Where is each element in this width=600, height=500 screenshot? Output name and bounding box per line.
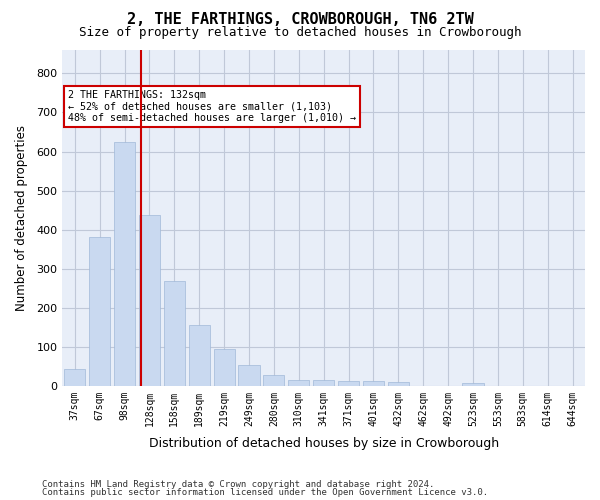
Bar xyxy=(89,236,110,386)
Bar xyxy=(114,142,135,386)
X-axis label: Distribution of detached houses by size in Crowborough: Distribution of detached houses by size … xyxy=(149,437,499,450)
Bar xyxy=(164,281,185,386)
Bar xyxy=(139,215,160,386)
Bar xyxy=(214,348,235,386)
Text: 2 THE FARTHINGS: 132sqm
← 52% of detached houses are smaller (1,103)
48% of semi: 2 THE FARTHINGS: 132sqm ← 52% of detache… xyxy=(68,90,356,124)
Bar xyxy=(363,382,384,386)
Text: Size of property relative to detached houses in Crowborough: Size of property relative to detached ho… xyxy=(79,26,521,39)
Bar xyxy=(238,366,260,386)
Y-axis label: Number of detached properties: Number of detached properties xyxy=(15,125,28,311)
Text: Contains public sector information licensed under the Open Government Licence v3: Contains public sector information licen… xyxy=(42,488,488,497)
Bar xyxy=(288,380,310,386)
Text: 2, THE FARTHINGS, CROWBOROUGH, TN6 2TW: 2, THE FARTHINGS, CROWBOROUGH, TN6 2TW xyxy=(127,12,473,28)
Bar xyxy=(188,326,210,386)
Bar xyxy=(313,380,334,386)
Bar xyxy=(64,368,85,386)
Bar xyxy=(388,382,409,386)
Text: Contains HM Land Registry data © Crown copyright and database right 2024.: Contains HM Land Registry data © Crown c… xyxy=(42,480,434,489)
Bar xyxy=(338,382,359,386)
Bar xyxy=(463,382,484,386)
Bar xyxy=(263,375,284,386)
